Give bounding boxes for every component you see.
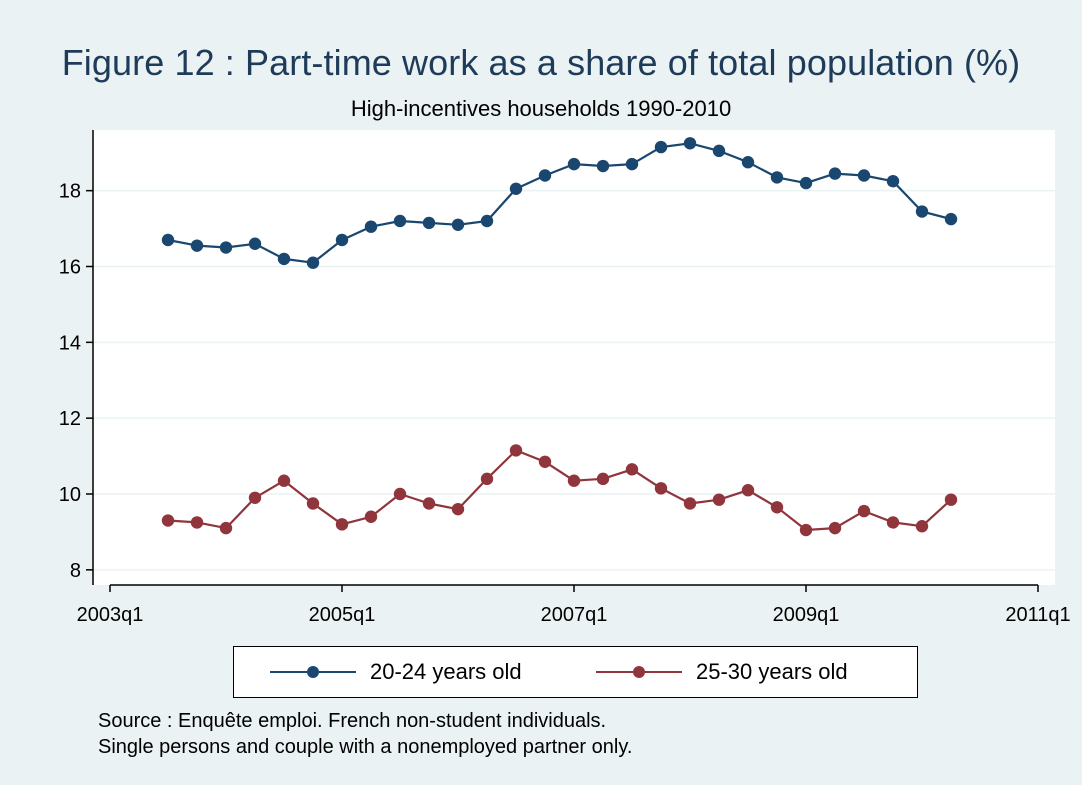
plot-background xyxy=(93,130,1055,585)
series-2-point-0 xyxy=(161,514,175,527)
series-2-point-5 xyxy=(306,497,320,510)
series-2-point-24 xyxy=(857,504,871,518)
series-1-point-25 xyxy=(886,174,900,188)
x-tick-label-4: 2011q1 xyxy=(1005,604,1070,626)
chart-legend: 20-24 years old 25-30 years old xyxy=(233,646,918,698)
source-note: Source : Enquête emploi. French non-stud… xyxy=(98,710,607,732)
series-1-point-22 xyxy=(799,176,813,190)
series-2-point-17 xyxy=(654,482,668,495)
sample-note: Single persons and couple with a nonempl… xyxy=(98,736,633,758)
series-1-point-2 xyxy=(219,241,233,254)
series-2-point-4 xyxy=(277,474,291,487)
series-1-point-11 xyxy=(480,214,494,228)
series-1-point-23 xyxy=(828,167,842,180)
legend-swatch-series-1 xyxy=(270,666,356,678)
series-2-point-2 xyxy=(219,521,233,535)
series-1-point-24 xyxy=(857,169,871,182)
series-2-point-26 xyxy=(915,520,929,533)
legend-label-series-2: 25-30 years old xyxy=(696,659,848,684)
series-1-point-14 xyxy=(567,157,581,171)
legend-marker-series-2 xyxy=(633,666,645,678)
x-tick-label-3: 2009q1 xyxy=(773,604,840,626)
series-1-point-5 xyxy=(306,256,320,269)
series-2-point-7 xyxy=(364,510,378,523)
series-2-point-25 xyxy=(886,516,900,529)
y-tick-label-1: 10 xyxy=(59,484,81,506)
series-1-point-26 xyxy=(915,205,929,218)
series-1-point-21 xyxy=(770,171,784,184)
series-2-point-18 xyxy=(683,497,697,510)
series-2-point-8 xyxy=(393,487,407,501)
legend-marker-series-1 xyxy=(307,666,319,678)
y-tick-label-3: 14 xyxy=(59,332,81,354)
series-2-point-13 xyxy=(538,455,552,468)
legend-label-series-1: 20-24 years old xyxy=(370,659,522,684)
series-2-point-27 xyxy=(944,493,958,506)
x-tick-label-1: 2005q1 xyxy=(309,604,376,626)
series-2-point-15 xyxy=(596,472,610,486)
legend-item-series-2: 25-30 years old xyxy=(594,647,848,697)
series-2-point-19 xyxy=(712,493,726,506)
series-2-point-23 xyxy=(828,521,842,535)
series-1-point-18 xyxy=(683,137,697,150)
series-1-point-20 xyxy=(741,156,755,169)
x-tick-label-0: 2003q1 xyxy=(77,604,144,626)
y-tick-label-5: 18 xyxy=(59,181,81,203)
series-1-point-7 xyxy=(364,220,378,233)
series-1-point-0 xyxy=(161,233,175,247)
legend-item-series-1: 20-24 years old xyxy=(268,647,522,697)
series-2-point-9 xyxy=(422,497,436,510)
x-tick-label-2: 2007q1 xyxy=(541,604,608,626)
y-tick-label-2: 12 xyxy=(59,408,81,430)
series-2-point-20 xyxy=(741,484,755,497)
series-2-point-3 xyxy=(248,491,262,504)
series-1-point-27 xyxy=(944,212,958,226)
series-2-point-1 xyxy=(190,516,204,529)
series-2-point-14 xyxy=(567,474,581,487)
series-1-point-16 xyxy=(625,157,639,171)
y-tick-label-0: 8 xyxy=(70,560,81,582)
series-1-point-17 xyxy=(654,140,668,154)
series-1-point-3 xyxy=(248,237,262,250)
series-1-point-19 xyxy=(712,144,726,158)
series-2-point-6 xyxy=(335,518,349,531)
series-2-point-10 xyxy=(451,502,465,516)
series-1-point-12 xyxy=(509,182,523,195)
chart-title: Figure 12 : Part-time work as a share of… xyxy=(61,42,1021,83)
series-1-point-1 xyxy=(190,239,204,252)
series-1-point-10 xyxy=(451,218,465,231)
series-1-point-9 xyxy=(422,216,436,230)
series-1-point-6 xyxy=(335,233,349,247)
series-2-point-21 xyxy=(770,501,784,514)
series-1-point-8 xyxy=(393,214,407,228)
series-line-1 xyxy=(167,142,952,264)
series-2-point-11 xyxy=(480,472,494,486)
series-2-point-16 xyxy=(625,463,639,476)
series-line-2 xyxy=(167,449,952,532)
series-1-point-4 xyxy=(277,252,291,266)
series-2-point-12 xyxy=(509,444,523,457)
legend-swatch-series-2 xyxy=(596,666,682,678)
series-1-point-15 xyxy=(596,159,610,173)
series-1-point-13 xyxy=(538,169,552,182)
series-2-point-22 xyxy=(799,523,813,537)
chart-subtitle: High-incentives households 1990-2010 xyxy=(350,96,732,121)
y-tick-label-4: 16 xyxy=(59,257,81,279)
